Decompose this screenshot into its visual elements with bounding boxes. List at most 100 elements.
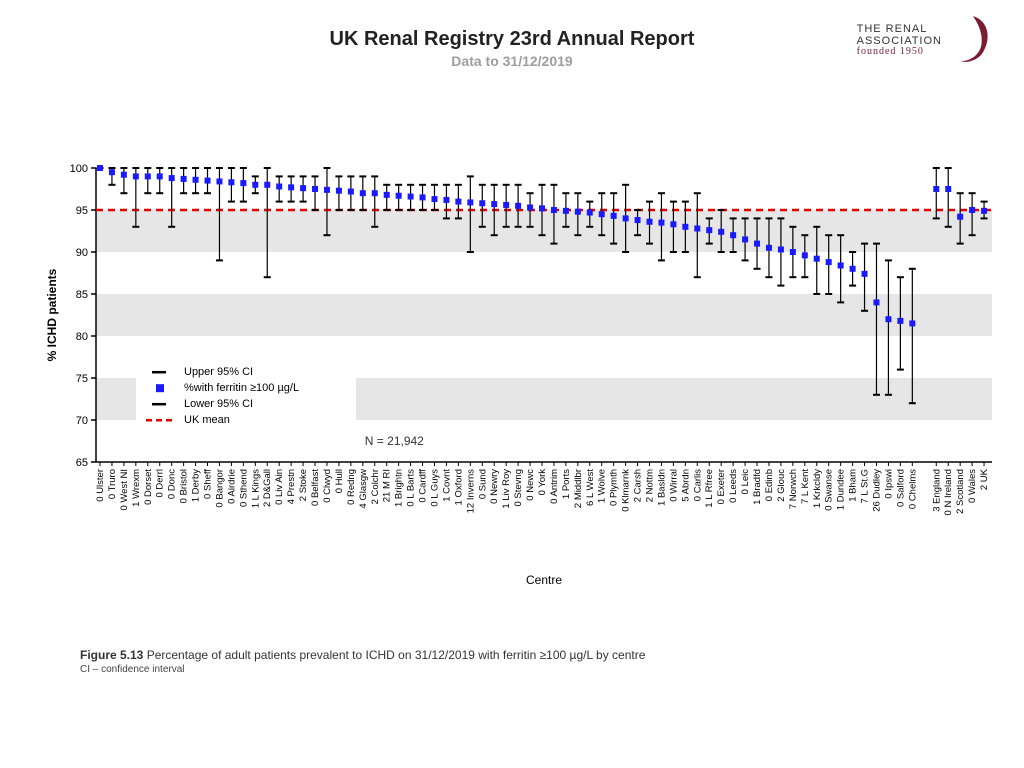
data-point — [909, 320, 915, 326]
x-tick-label: 2 UK — [979, 468, 990, 490]
data-point — [945, 186, 951, 192]
x-tick-label: 2 Middlbr — [573, 469, 584, 508]
x-tick-label: 0 Redng — [346, 469, 357, 505]
data-point — [467, 199, 473, 205]
data-point — [969, 207, 975, 213]
data-point — [109, 169, 115, 175]
data-point — [205, 178, 211, 184]
x-tick-label: 0 Hull — [334, 469, 345, 493]
data-point — [754, 241, 760, 247]
x-tick-label: 0 Clwyd — [322, 469, 333, 503]
data-point — [850, 266, 856, 272]
x-tick-label: 1 Dundee — [836, 469, 847, 510]
x-tick-label: 2 Glouc — [776, 469, 787, 502]
x-tick-label: 0 Truro — [107, 469, 118, 499]
data-point — [157, 173, 163, 179]
x-tick-label: 0 Donc — [167, 469, 178, 499]
x-tick-label: 0 Bangor — [214, 469, 225, 508]
x-tick-label: 0 Wirral — [668, 469, 679, 502]
data-point — [551, 207, 557, 213]
data-point — [300, 185, 306, 191]
data-point — [145, 173, 151, 179]
data-point — [348, 189, 354, 195]
x-tick-label: 0 Stevng — [513, 469, 524, 507]
x-tick-label: 0 Newc — [525, 469, 536, 501]
x-tick-label: 0 L Guys — [429, 469, 440, 507]
data-point — [312, 186, 318, 192]
x-tick-label: 0 Sund — [477, 469, 488, 499]
legend-label: Upper 95% CI — [184, 366, 253, 378]
x-tick-label: 2 Carsh — [633, 469, 644, 502]
x-tick-label: 4 Glasgw — [358, 469, 369, 509]
x-tick-label: 1 Covnt — [441, 469, 452, 502]
x-tick-label: 21 M RI — [382, 469, 393, 502]
data-point — [479, 200, 485, 206]
x-tick-label: 0 Cardff — [418, 469, 429, 503]
x-tick-label: 2 Stoke — [298, 469, 309, 501]
data-point — [216, 178, 222, 184]
x-tick-label: 3 England — [931, 469, 942, 512]
figure-caption: Figure 5.13 Percentage of adult patients… — [80, 648, 940, 675]
data-point — [802, 252, 808, 258]
x-tick-label: 7 L St.G — [860, 469, 871, 504]
data-point — [623, 215, 629, 221]
renal-association-logo: THE RENAL ASSOCIATION founded 1950 — [857, 24, 988, 58]
data-point — [897, 318, 903, 324]
x-tick-label: 0 Exeter — [716, 469, 727, 504]
data-point — [491, 201, 497, 207]
data-point — [324, 187, 330, 193]
x-tick-label: 1 L Kings — [250, 469, 261, 509]
x-tick-label: 0 Belfast — [310, 469, 321, 506]
x-tick-label: 1 Derby — [191, 469, 202, 503]
x-tick-label: 0 Plymth — [609, 469, 620, 506]
x-tick-label: 1 Oxford — [453, 469, 464, 505]
y-tick-label: 75 — [76, 373, 88, 385]
x-tick-label: 0 Leic — [740, 469, 751, 495]
data-point — [862, 271, 868, 277]
x-tick-label: 0 Klmarnk — [621, 469, 632, 512]
data-point — [682, 224, 688, 230]
data-point — [336, 188, 342, 194]
x-tick-label: 0 Sheff — [203, 469, 214, 499]
data-point — [169, 175, 175, 181]
x-tick-label: 0 Bristol — [179, 469, 190, 503]
data-point — [396, 193, 402, 199]
n-label: N = 21,942 — [365, 434, 424, 448]
data-point — [431, 196, 437, 202]
x-tick-label: 0 York — [537, 469, 548, 496]
data-point — [228, 179, 234, 185]
y-tick-label: 80 — [76, 331, 88, 343]
x-tick-label: 0 Newry — [489, 469, 500, 504]
chart-area: 65707580859095100% ICHD patients0 Ulster… — [40, 160, 1000, 590]
data-point — [288, 184, 294, 190]
legend-label: Lower 95% CI — [184, 398, 253, 410]
data-point — [611, 213, 617, 219]
x-tick-label: 0 Leeds — [728, 469, 739, 503]
logo-line1: THE RENAL — [857, 24, 942, 36]
data-point — [718, 229, 724, 235]
data-point — [981, 208, 987, 214]
data-point — [443, 197, 449, 203]
x-tick-label: 0 Sthend — [238, 469, 249, 507]
x-tick-label: 0 Chelms — [907, 469, 918, 509]
x-tick-label: 1 Bham — [848, 469, 859, 502]
x-tick-label: 0 Swanse — [824, 469, 835, 511]
data-point — [647, 219, 653, 225]
x-tick-label: 0 West NI — [119, 469, 130, 511]
data-point — [826, 259, 832, 265]
x-tick-label: 1 Bradfd — [752, 469, 763, 505]
y-tick-label: 85 — [76, 289, 88, 301]
y-tick-label: 65 — [76, 457, 88, 469]
data-point — [121, 172, 127, 178]
data-point — [635, 217, 641, 223]
data-point — [539, 205, 545, 211]
data-point — [563, 208, 569, 214]
x-tick-label: 1 Liv Roy — [501, 469, 512, 509]
x-tick-label: 7 L Kent — [800, 469, 811, 504]
data-point — [264, 182, 270, 188]
y-tick-label: 95 — [76, 205, 88, 217]
x-tick-label: 0 Ulster — [95, 469, 106, 502]
x-tick-label: 1 Ports — [561, 469, 572, 499]
data-point — [599, 211, 605, 217]
data-point — [420, 194, 426, 200]
